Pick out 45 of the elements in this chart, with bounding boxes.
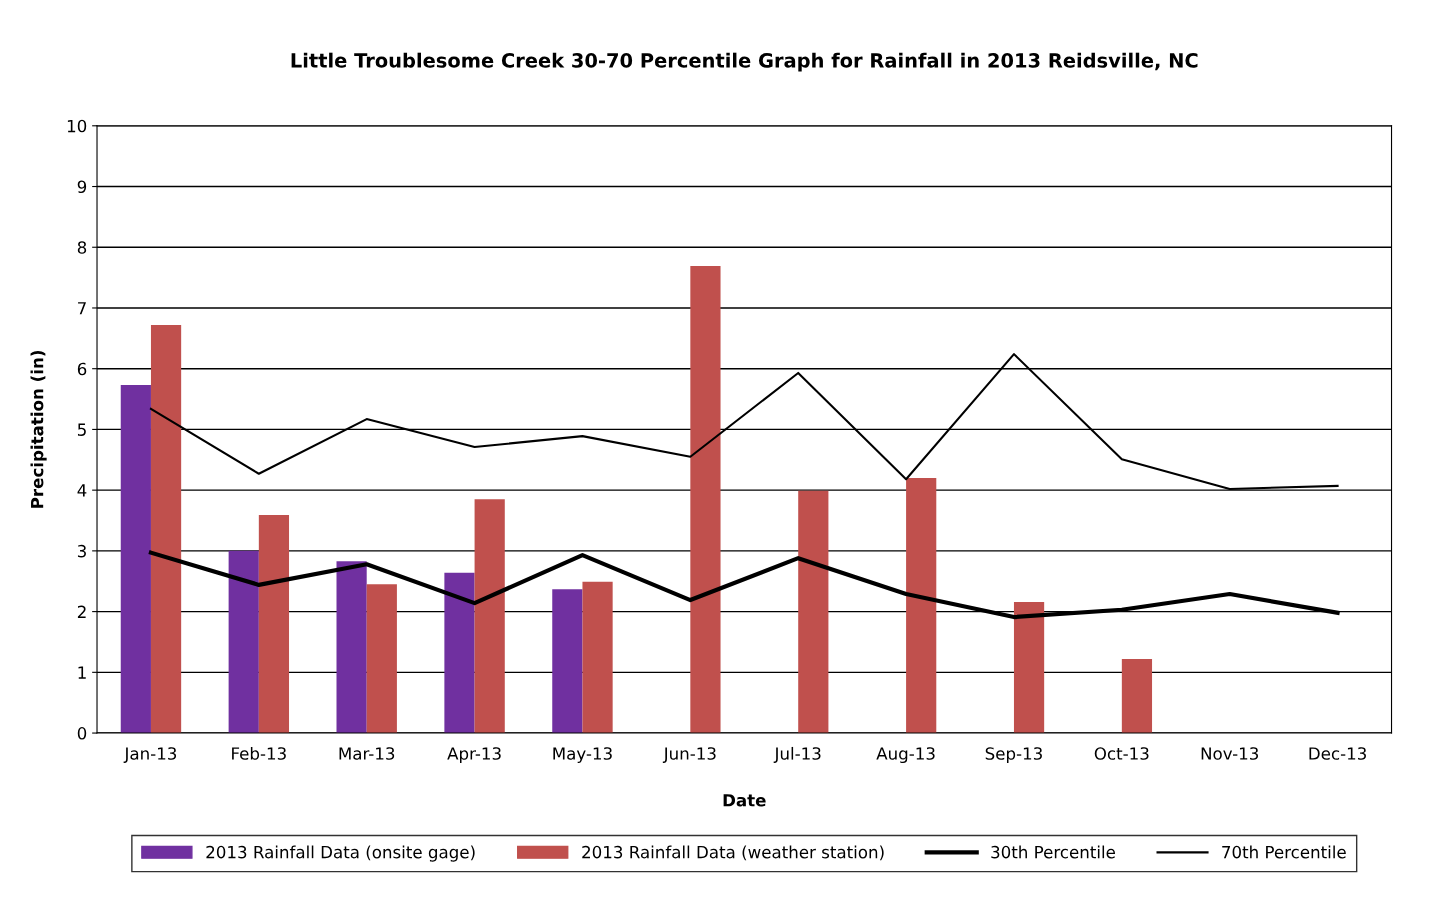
x-tick-label: Aug-13 bbox=[876, 747, 935, 764]
x-axis-title: Date bbox=[723, 794, 766, 807]
bar bbox=[336, 561, 367, 734]
y-tick-label: 6 bbox=[77, 362, 87, 376]
y-tick-label: 4 bbox=[77, 484, 87, 497]
x-tick-label: Jan-13 bbox=[123, 747, 177, 763]
y-tick-label: 7 bbox=[78, 302, 86, 315]
bar bbox=[258, 515, 290, 734]
legend-label: 2013 Rainfall Data (weather station) bbox=[582, 845, 884, 861]
y-tick-label: 2 bbox=[77, 605, 86, 618]
bar bbox=[798, 490, 829, 734]
bar bbox=[906, 478, 937, 734]
x-tick-label: Dec-13 bbox=[1309, 747, 1366, 760]
bar bbox=[150, 324, 182, 734]
legend-label: 2013 Rainfall Data (onsite gage) bbox=[206, 845, 475, 862]
bar bbox=[582, 581, 613, 734]
y-tick-label: 5 bbox=[77, 423, 86, 436]
chart-title: Little Troublesome Creek 30-70 Percentile Graph for Rainfall in 2013 Reidsville, NC bbox=[291, 52, 1198, 72]
x-tick-label: Oct-13 bbox=[1094, 747, 1149, 760]
y-tick-label: 3 bbox=[77, 544, 86, 558]
x-tick-label: Nov-13 bbox=[1201, 747, 1259, 760]
x-tick-label: May-13 bbox=[553, 747, 612, 764]
y-tick-label: 0 bbox=[77, 727, 87, 740]
y-tick-label: 10 bbox=[67, 119, 87, 133]
y-tick-label: 8 bbox=[77, 241, 87, 254]
bar bbox=[228, 550, 259, 734]
x-tick-label: Jul-13 bbox=[773, 746, 821, 763]
bar bbox=[474, 499, 505, 734]
x-tick-label: Apr-13 bbox=[447, 747, 501, 764]
bar bbox=[444, 572, 475, 734]
x-tick-label: Mar-13 bbox=[339, 747, 395, 760]
x-tick-label: Jun-13 bbox=[662, 747, 716, 763]
y-tick-label: 1 bbox=[78, 666, 86, 679]
legend-label: 70th Percentile bbox=[1222, 845, 1346, 859]
bar bbox=[120, 385, 151, 734]
x-tick-label: Sep-13 bbox=[985, 747, 1042, 764]
y-axis-title: Precipitation (in) bbox=[30, 350, 47, 508]
bar bbox=[552, 589, 583, 734]
bar bbox=[1013, 601, 1045, 734]
x-tick-label: Feb-13 bbox=[232, 746, 286, 760]
bar bbox=[1121, 658, 1153, 734]
bar bbox=[366, 584, 397, 734]
y-tick-label: 9 bbox=[77, 180, 87, 194]
legend-label: 30th Percentile bbox=[991, 845, 1115, 859]
bar bbox=[690, 266, 721, 734]
